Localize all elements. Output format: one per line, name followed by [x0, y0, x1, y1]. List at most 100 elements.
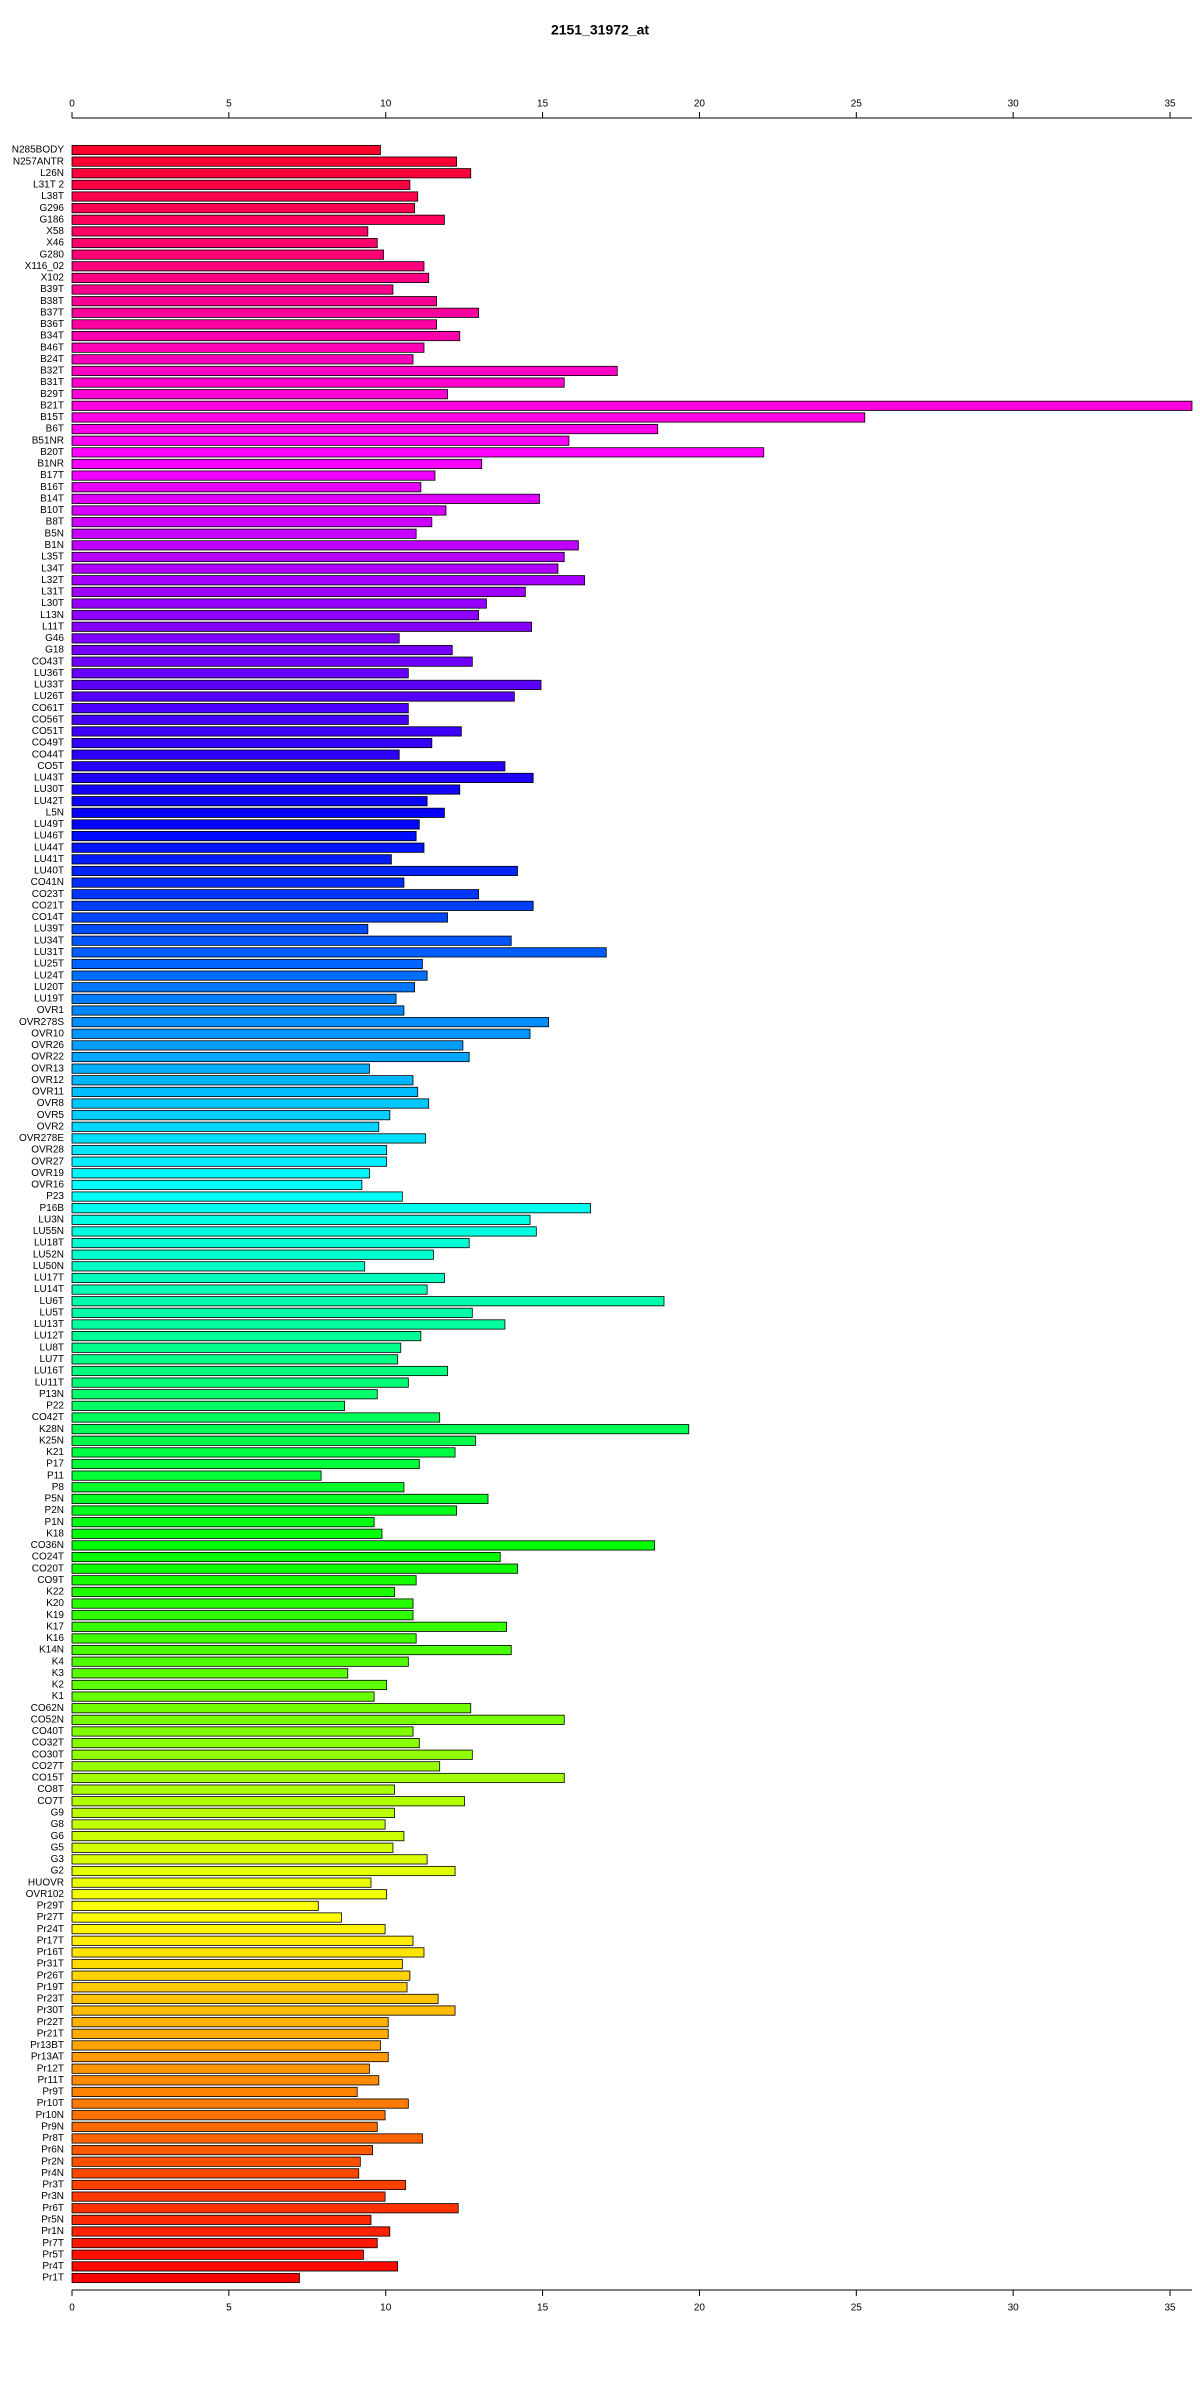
bar [71, 2214, 372, 2225]
y-tick-label: LU30T [34, 784, 64, 795]
bar [71, 1528, 383, 1539]
y-tick-label: LU14T [34, 1284, 64, 1295]
bar [71, 1144, 388, 1156]
x-tick-label: 15 [537, 99, 549, 110]
bar [71, 1947, 425, 1958]
bar [71, 354, 414, 365]
y-tick-label: CO30T [32, 1749, 64, 1760]
y-tick-label: N285BODY [12, 145, 65, 156]
y-tick-label: LU41T [34, 854, 64, 865]
y-tick-label: K22 [46, 1587, 64, 1598]
bar [71, 2121, 378, 2132]
bar [71, 2005, 456, 2016]
bar [71, 1621, 507, 1632]
bar [71, 1831, 405, 1842]
y-tick-label: P22 [46, 1401, 64, 1412]
y-tick-label: LU31T [34, 947, 64, 958]
y-tick-label: K16 [46, 1633, 64, 1644]
y-tick-label: LU43T [34, 773, 64, 784]
bar [71, 714, 409, 725]
y-tick-label: Pr21T [37, 2028, 64, 2039]
y-tick-label: P11 [47, 1470, 64, 1481]
bar [71, 1586, 395, 1597]
bar [71, 1761, 441, 1772]
y-tick-label: G6 [51, 1831, 65, 1842]
bar [71, 331, 461, 342]
y-tick-label: LU50N [33, 1261, 64, 1272]
bar [71, 179, 411, 190]
y-tick-label: G3 [51, 1854, 65, 1865]
bar [71, 831, 417, 842]
y-tick-label: X116_02 [25, 261, 65, 272]
y-tick-label: OVR28 [31, 1145, 64, 1156]
bar [71, 1365, 448, 1377]
y-tick-label: LU19T [34, 994, 64, 1005]
bar [71, 342, 425, 353]
y-tick-label: L31T [41, 587, 64, 598]
bar [71, 424, 659, 435]
y-tick-label: LU18T [34, 1238, 64, 1249]
y-tick-label: L35T [41, 552, 64, 563]
y-tick-label: LU7T [40, 1354, 64, 1365]
y-tick-label: OVR10 [31, 1028, 64, 1039]
y-tick-label: LU16T [34, 1366, 64, 1377]
y-tick-label: CO41N [31, 877, 64, 888]
y-tick-label: CO5T [37, 761, 64, 772]
y-tick-label: B29T [40, 389, 64, 400]
y-tick-label: B10T [40, 505, 64, 516]
bar [71, 435, 570, 446]
bar [71, 982, 415, 993]
bar [71, 144, 381, 156]
bar [71, 272, 430, 283]
bar [71, 470, 436, 481]
bar [71, 528, 417, 539]
x-tick-label: 10 [380, 2303, 392, 2314]
bar [71, 389, 448, 400]
bar [71, 1296, 665, 1307]
bar [71, 1203, 591, 1214]
bar [71, 598, 487, 609]
y-tick-label: CO52N [31, 1714, 64, 1725]
y-tick-label: B20T [40, 447, 64, 458]
bar [71, 1307, 473, 1318]
bar [71, 1714, 565, 1725]
bar [71, 1819, 386, 1830]
y-tick-label: CO15T [32, 1773, 64, 1784]
bar [71, 1551, 501, 1563]
bar [71, 2238, 378, 2249]
y-tick-label: K19 [46, 1610, 64, 1621]
y-tick-label: LU33T [34, 680, 64, 691]
bar [71, 679, 542, 690]
bar [71, 2098, 409, 2109]
bar [71, 365, 618, 376]
y-tick-label: B31T [40, 377, 64, 388]
y-tick-label: P5N [45, 1494, 64, 1505]
y-tick-label: B37T [40, 307, 64, 318]
x-tick-label: 25 [851, 2303, 863, 2314]
y-tick-label: Pr5N [41, 2214, 64, 2225]
bar [71, 2272, 300, 2284]
bar [71, 1086, 419, 1097]
y-tick-label: G280 [40, 249, 65, 260]
y-tick-label: CO7T [37, 1796, 64, 1807]
y-tick-label: L32T [41, 575, 64, 586]
y-tick-label: LU17T [34, 1273, 64, 1284]
y-tick-label: L26N [40, 168, 64, 179]
y-tick-label: K28N [39, 1424, 64, 1435]
y-tick-label: X46 [46, 238, 64, 249]
y-tick-label: Pr1N [41, 2226, 64, 2237]
x-tick-label: 0 [69, 99, 75, 110]
bar [71, 1098, 430, 1109]
y-tick-label: CO8T [37, 1784, 64, 1795]
bar [71, 505, 447, 516]
bar [71, 819, 420, 830]
x-tick-label: 30 [1008, 99, 1020, 110]
y-tick-label: Pr8T [42, 2133, 64, 2144]
bar [71, 1156, 388, 1167]
y-tick-label: OVR2 [37, 1121, 65, 1132]
bar [71, 249, 384, 260]
y-tick-label: K20 [46, 1598, 64, 1609]
y-tick-label: Pr9N [41, 2121, 64, 2132]
y-tick-label: X102 [41, 273, 65, 284]
bar [71, 1703, 472, 1714]
